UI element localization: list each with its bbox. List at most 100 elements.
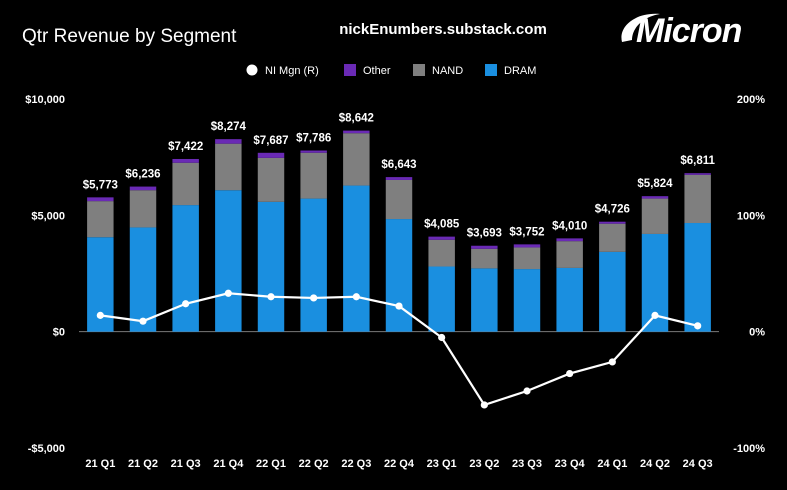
margin-point (310, 294, 318, 302)
bar-nand (257, 157, 285, 202)
legend-swatch-dram (485, 64, 497, 76)
bar-dram (300, 198, 327, 332)
chart-title: Qtr Revenue by Segment (22, 26, 237, 47)
y2-tick-label: 0% (749, 327, 765, 339)
bar-nand (129, 190, 157, 228)
bar-other (428, 236, 455, 240)
bar-nand (471, 248, 498, 269)
bar-nand (87, 201, 114, 238)
chart-legend: NI Mgn (R) Other NAND DRAM (246, 64, 536, 77)
micron-logo: Micron (621, 12, 743, 50)
total-data-label: $8,274 (211, 121, 247, 133)
total-data-label: $6,236 (125, 169, 160, 181)
bar-dram (471, 268, 498, 332)
bar-nand (300, 152, 327, 199)
margin-point (608, 358, 616, 366)
bar-dram (343, 185, 370, 332)
bar-other (343, 130, 370, 134)
legend-swatch-nand (413, 64, 425, 76)
bar-other (599, 221, 626, 224)
margin-point (267, 293, 275, 301)
total-data-label: $8,642 (339, 113, 374, 125)
margin-point (182, 300, 190, 308)
bar-dram (257, 201, 285, 332)
total-data-label: $4,010 (552, 220, 587, 232)
bar-dram (556, 267, 583, 332)
x-tick-label: 24 Q2 (640, 458, 670, 470)
total-data-label: $7,687 (253, 135, 288, 147)
bar-dram (599, 251, 626, 332)
bar-other (215, 139, 242, 144)
x-tick-label: 23 Q3 (512, 458, 542, 470)
margin-point (651, 311, 659, 319)
legend-label: NAND (432, 65, 463, 77)
bar-other (641, 196, 669, 199)
legend-label: Other (363, 65, 391, 77)
bar-dram (513, 269, 541, 332)
x-tick-label: 23 Q4 (555, 458, 586, 470)
bar-nand (556, 241, 583, 268)
y-tick-label: -$5,000 (28, 443, 65, 455)
x-tick-label: 24 Q1 (597, 458, 627, 470)
x-tick-label: 22 Q1 (256, 458, 286, 470)
legend-swatch-other (344, 64, 356, 76)
x-tick-label: 24 Q3 (683, 458, 713, 470)
y-tick-label: $0 (53, 327, 65, 339)
bar-nand (172, 162, 199, 206)
legend-marker-line (246, 64, 258, 76)
y-tick-label: $5,000 (31, 210, 65, 222)
bar-other (300, 150, 327, 153)
bar-nand (428, 239, 455, 267)
total-data-label: $5,824 (637, 178, 673, 190)
bar-other (385, 177, 413, 180)
bar-dram (428, 266, 455, 332)
bar-other (556, 238, 583, 242)
margin-point (352, 293, 360, 301)
bar-dram (684, 223, 711, 332)
x-tick-label: 23 Q1 (427, 458, 457, 470)
margin-point (139, 317, 147, 325)
margin-point (438, 333, 446, 342)
bar-other (684, 173, 711, 175)
bar-nand (641, 198, 669, 234)
bar-other (87, 197, 114, 202)
brand-name: Micron (636, 12, 742, 50)
net-income-margin-line (96, 289, 702, 409)
bar-nand (343, 133, 370, 186)
bar-other (471, 245, 498, 249)
total-data-label: $5,773 (83, 179, 118, 191)
margin-point (395, 302, 403, 310)
bar-nand (385, 179, 413, 220)
margin-point (96, 311, 104, 319)
total-data-label: $6,643 (381, 159, 416, 171)
x-tick-label: 23 Q2 (469, 458, 499, 470)
legend-label: DRAM (504, 65, 536, 77)
bar-dram (129, 227, 157, 332)
x-tick-label: 21 Q2 (128, 458, 158, 470)
y2-tick-label: 200% (737, 94, 765, 106)
total-labels: $5,773 $6,236 $7,422 $8,274 $7,687 $7,786 $8,6… (83, 113, 716, 240)
margin-point (566, 369, 574, 378)
x-tick-label: 22 Q2 (299, 458, 329, 470)
x-tick-label: 22 Q3 (341, 458, 371, 470)
bar-other (513, 244, 541, 248)
micron-swoosh-icon (621, 13, 660, 42)
total-data-label: $3,693 (467, 228, 502, 240)
x-tick-label: 21 Q3 (171, 458, 201, 470)
total-data-label: $4,085 (424, 219, 460, 231)
site-url: nickEnumbers.substack.com (339, 21, 547, 38)
total-data-label: $7,422 (168, 141, 203, 153)
bar-other (129, 186, 157, 191)
total-data-label: $7,786 (296, 133, 331, 145)
bar-nand (513, 247, 541, 270)
y2-tick-label: 100% (737, 210, 765, 222)
legend-label: NI Mgn (R) (265, 65, 319, 77)
bar-other (257, 152, 285, 158)
margin-point (523, 387, 531, 395)
y-tick-label: $10,000 (25, 94, 65, 106)
bar-dram (385, 219, 413, 332)
margin-point (224, 289, 232, 297)
total-data-label: $3,752 (509, 226, 544, 238)
x-tick-label: 21 Q4 (213, 458, 244, 470)
